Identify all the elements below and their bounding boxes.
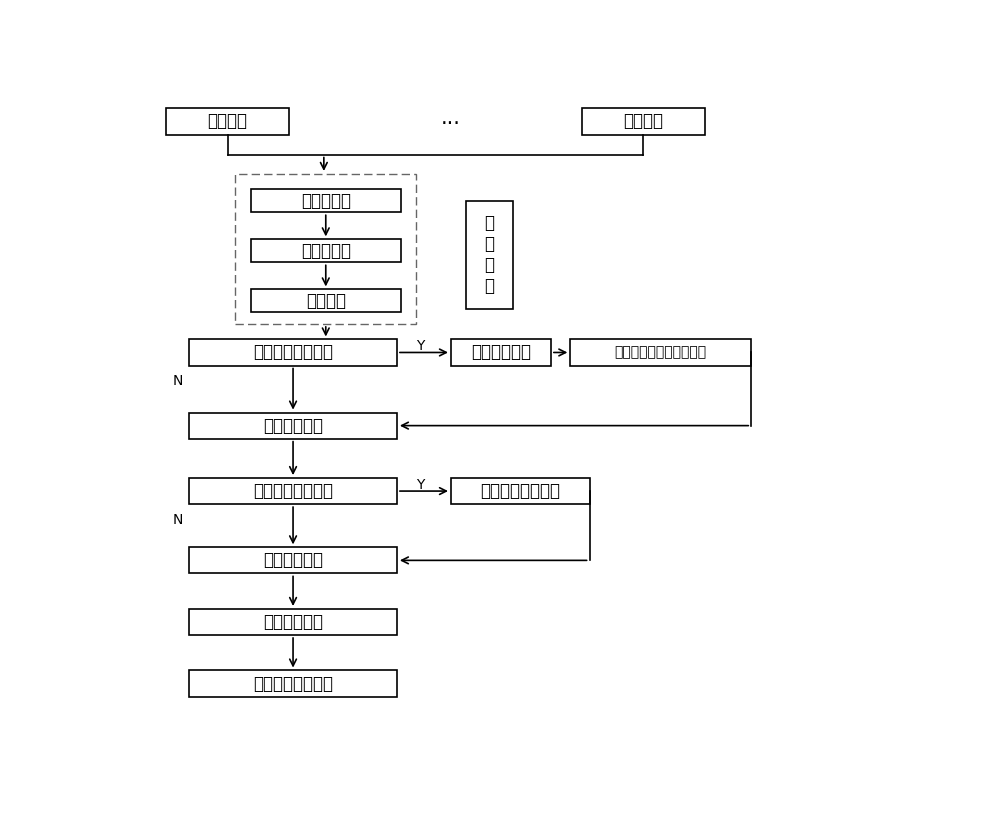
Bar [451, 478, 590, 504]
Text: 视频输入: 视频输入 [208, 112, 248, 131]
Bar [189, 413, 397, 439]
Bar [189, 609, 397, 635]
Bar [189, 478, 397, 504]
Text: 运动目标误检判断: 运动目标误检判断 [253, 482, 333, 500]
Text: 特征点匹配: 特征点匹配 [301, 242, 351, 260]
Bar [582, 108, 705, 134]
Text: 视频输入: 视频输入 [623, 112, 663, 131]
Text: 图
像
拼
接: 图 像 拼 接 [484, 215, 494, 294]
Bar [251, 239, 401, 263]
Bar [189, 547, 397, 574]
Text: 特征点提取: 特征点提取 [301, 192, 351, 210]
Text: 车辆目标匹配: 车辆目标匹配 [263, 551, 323, 570]
Text: N: N [172, 374, 183, 388]
Text: 判断有无新车到达: 判断有无新车到达 [253, 343, 333, 362]
Text: Y: Y [416, 339, 424, 353]
Bar [251, 190, 401, 212]
Bar [189, 670, 397, 696]
Text: 记录车辆重量和长宽信息: 记录车辆重量和长宽信息 [615, 346, 707, 359]
Bar [451, 340, 551, 366]
Text: 运动目标检测: 运动目标检测 [263, 417, 323, 435]
Text: 图像拼接: 图像拼接 [306, 292, 346, 310]
Text: 车辆信息更新: 车辆信息更新 [263, 613, 323, 631]
Text: N: N [172, 513, 183, 527]
Bar [235, 174, 416, 324]
Bar [251, 289, 401, 312]
Text: 运动目标轮廓分解: 运动目标轮廓分解 [480, 482, 560, 500]
Text: ···: ··· [441, 114, 461, 133]
Text: 车辆动态称重: 车辆动态称重 [471, 343, 531, 362]
Bar [466, 201, 512, 309]
Text: Y: Y [416, 478, 424, 492]
Bar [570, 340, 751, 366]
Text: 得出桥梁动态荷载: 得出桥梁动态荷载 [253, 675, 333, 692]
Bar [166, 108, 289, 134]
Bar [189, 340, 397, 366]
